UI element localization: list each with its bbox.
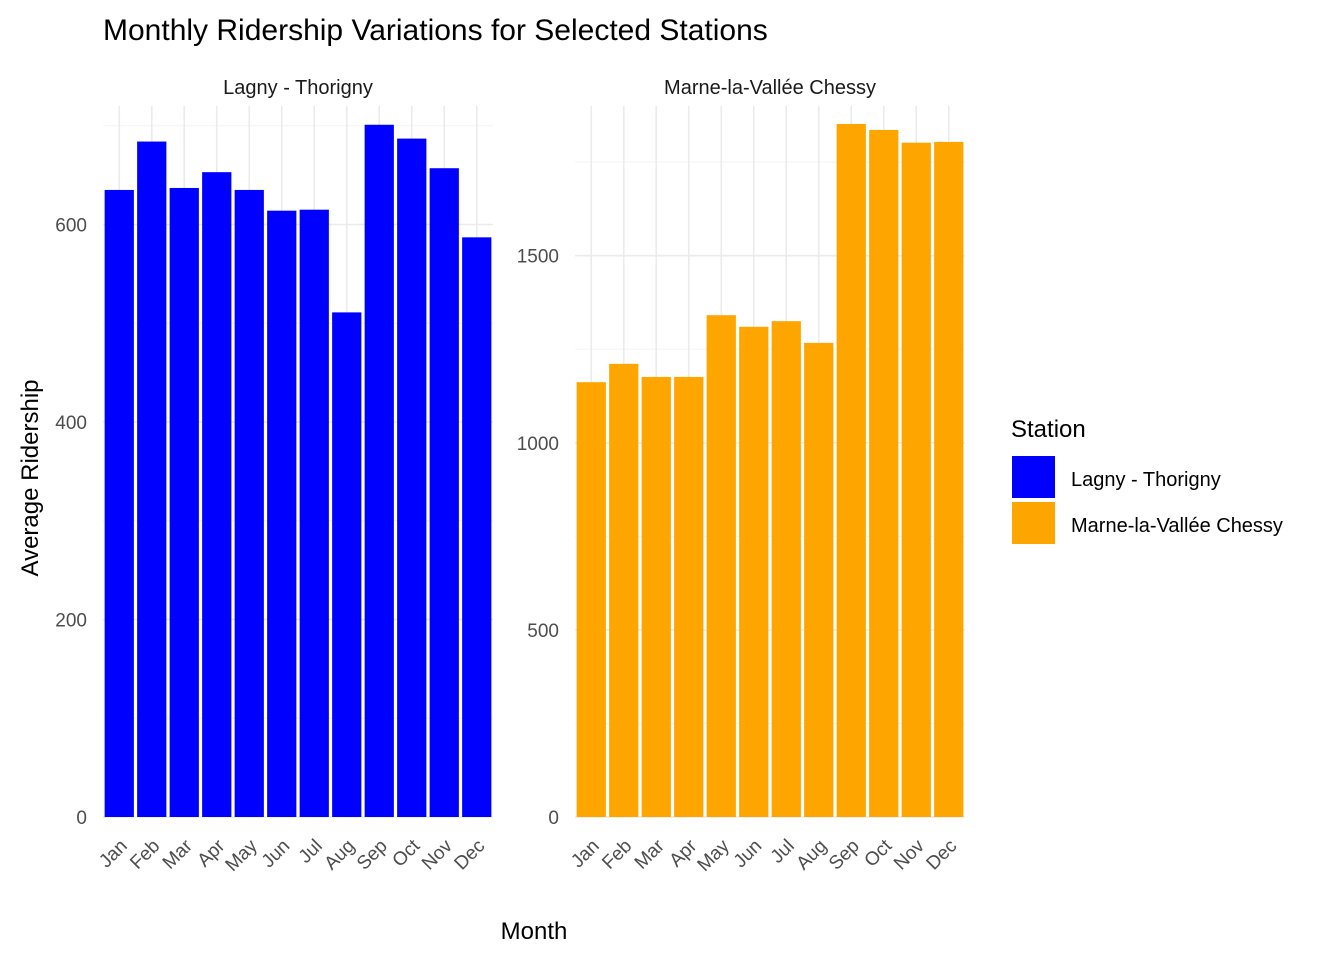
bar-jun (267, 210, 297, 818)
x-tick-label: Sep (353, 836, 392, 875)
bar-nov (429, 168, 459, 817)
bar-may (234, 189, 264, 817)
bar-feb (137, 141, 167, 818)
x-tick-label: Feb (126, 836, 164, 874)
bar-oct (397, 138, 427, 817)
facet-panel-1: Lagny - Thorigny 0 200 400 600 JanFebMarApr… (55, 77, 493, 876)
bar-sep (364, 124, 394, 817)
x-tick-label: Nov (890, 835, 929, 874)
x-tick-label: Apr (194, 835, 230, 871)
y-tick-label: 0 (76, 808, 87, 829)
legend-label-marne-la-vallee-chessy: Marne-la-Vallée Chessy (1071, 515, 1283, 537)
bar-apr (202, 172, 232, 818)
y-tick-label: 500 (527, 621, 559, 642)
x-tick-label: Jun (258, 836, 295, 873)
x-tick-label: Nov (418, 835, 457, 874)
bar-aug (804, 342, 834, 817)
bar-mar (169, 187, 199, 817)
x-tick-label: May (222, 835, 263, 876)
x-tick-label: Aug (793, 836, 832, 875)
x-tick-label: Mar (631, 835, 669, 873)
legend-swatch-marne-la-vallee-chessy (1012, 502, 1055, 544)
bar-nov (901, 142, 931, 818)
x-tick-label: Dec (923, 836, 962, 875)
x-tick-label: Jan (567, 836, 604, 873)
x-tick-label: Oct (389, 835, 425, 871)
panel-1-y-ticks: 0 200 400 600 (55, 216, 87, 830)
legend: Station Lagny - Thorigny Marne-la-Vallée… (1011, 416, 1283, 544)
bar-sep (836, 123, 866, 818)
bar-jul (299, 209, 329, 817)
bar-dec (934, 141, 964, 818)
x-tick-label: Jul (767, 836, 799, 868)
y-axis-title: Average Ridership (17, 379, 44, 576)
facet-strip-label-1: Lagny - Thorigny (223, 77, 373, 99)
x-tick-label: Apr (666, 835, 702, 871)
bar-oct (869, 129, 899, 818)
x-tick-label: Jan (95, 836, 132, 873)
y-tick-label: 200 (55, 611, 87, 632)
bar-aug (332, 312, 362, 817)
bar-dec (462, 237, 492, 817)
x-axis-title: Month (501, 918, 568, 945)
y-tick-label: 400 (55, 413, 87, 434)
x-tick-label: Feb (598, 836, 636, 874)
y-tick-label: 1000 (517, 434, 559, 455)
x-tick-label: Aug (321, 836, 360, 875)
chart-title: Monthly Ridership Variations for Selecte… (103, 14, 768, 47)
legend-title: Station (1011, 416, 1086, 443)
x-tick-label: Jul (295, 836, 327, 868)
legend-swatch-lagny-thorigny (1012, 456, 1055, 498)
facet-strip-label-2: Marne-la-Vallée Chessy (664, 77, 876, 99)
y-tick-label: 0 (548, 808, 559, 829)
bar-mar (641, 376, 671, 817)
x-tick-label: Dec (451, 836, 490, 875)
x-tick-label: Jun (730, 836, 767, 873)
bar-may (706, 315, 736, 817)
bar-jan (104, 189, 134, 817)
y-tick-label: 600 (55, 216, 87, 237)
x-tick-label: May (694, 835, 735, 876)
panel-2-bars (576, 123, 964, 818)
panel-1-bars (104, 124, 492, 818)
bar-apr (674, 376, 704, 817)
bar-feb (609, 363, 639, 817)
x-tick-label: Mar (159, 835, 197, 873)
legend-label-lagny-thorigny: Lagny - Thorigny (1071, 469, 1221, 491)
y-tick-label: 1500 (517, 247, 559, 268)
panel-2-y-ticks: 0 500 1000 1500 (517, 247, 559, 829)
facet-panel-2: Marne-la-Vallée Chessy 0 500 1000 1500 JanF… (517, 77, 965, 876)
x-tick-label: Oct (861, 835, 897, 871)
x-tick-label: Sep (825, 836, 864, 875)
bar-jun (739, 326, 769, 817)
bar-jan (576, 382, 606, 817)
bar-jul (771, 321, 801, 817)
